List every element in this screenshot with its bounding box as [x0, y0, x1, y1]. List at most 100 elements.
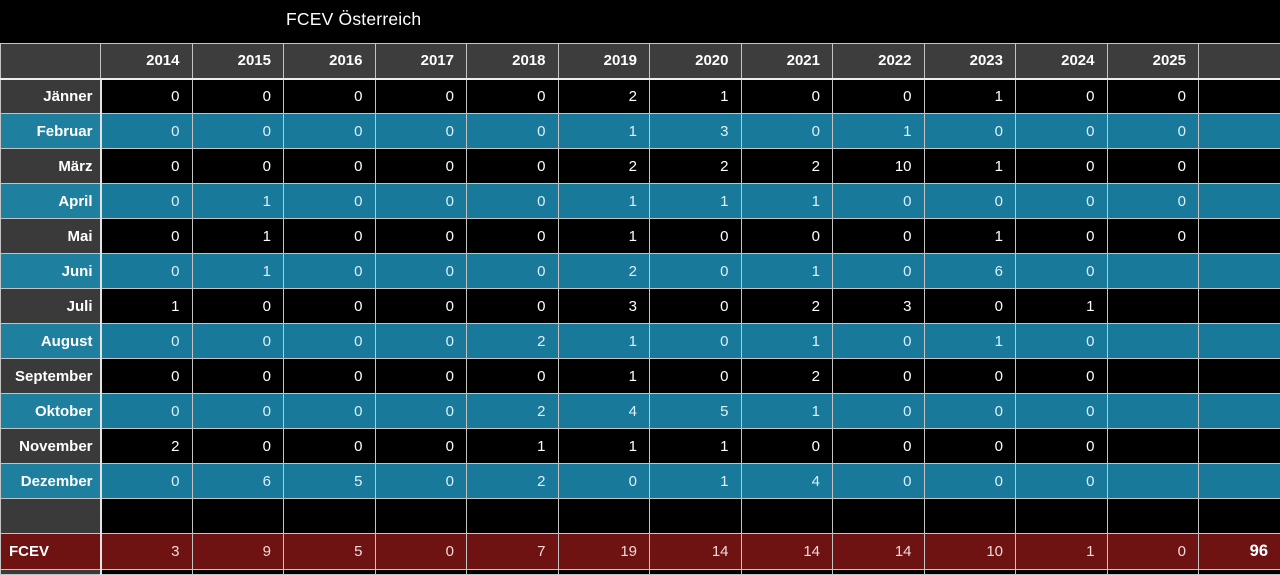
total-cell[interactable]: 9 [191, 533, 284, 570]
value-cell[interactable]: 0 [1106, 183, 1199, 219]
year-header-2022[interactable]: 2022 [832, 43, 925, 80]
value-cell[interactable]: 1 [557, 323, 650, 359]
value-cell[interactable]: 0 [191, 113, 284, 149]
value-cell[interactable]: 1 [740, 393, 833, 429]
value-cell[interactable] [1106, 463, 1199, 499]
value-cell[interactable]: 2 [100, 428, 193, 464]
value-cell[interactable]: 0 [649, 288, 742, 324]
value-cell[interactable]: 0 [100, 358, 193, 394]
month-label[interactable]: August [0, 323, 102, 359]
value-cell[interactable]: 0 [832, 428, 925, 464]
month-label[interactable]: Mai [0, 218, 102, 254]
value-cell[interactable]: 2 [740, 148, 833, 184]
value-cell[interactable]: 0 [466, 218, 559, 254]
value-cell[interactable]: 0 [374, 393, 467, 429]
value-cell[interactable]: 0 [1015, 428, 1108, 464]
empty-cell[interactable] [1198, 358, 1280, 394]
month-label[interactable]: November [0, 428, 102, 464]
value-cell[interactable]: 0 [466, 113, 559, 149]
value-cell[interactable]: 0 [740, 218, 833, 254]
value-cell[interactable]: 0 [923, 358, 1016, 394]
value-cell[interactable]: 0 [832, 253, 925, 289]
value-cell[interactable]: 0 [649, 218, 742, 254]
value-cell[interactable]: 0 [740, 428, 833, 464]
value-cell[interactable]: 2 [557, 78, 650, 114]
value-cell[interactable]: 0 [649, 323, 742, 359]
empty-cell[interactable] [1198, 288, 1280, 324]
value-cell[interactable]: 0 [1106, 148, 1199, 184]
value-cell[interactable]: 0 [191, 428, 284, 464]
value-cell[interactable]: 0 [923, 183, 1016, 219]
value-cell[interactable]: 0 [191, 393, 284, 429]
value-cell[interactable] [1106, 393, 1199, 429]
year-header-2015[interactable]: 2015 [191, 43, 284, 80]
month-label[interactable]: Juni [0, 253, 102, 289]
value-cell[interactable]: 1 [649, 428, 742, 464]
spacer-cell[interactable] [1015, 498, 1108, 534]
value-cell[interactable]: 0 [923, 463, 1016, 499]
value-cell[interactable]: 0 [374, 218, 467, 254]
value-cell[interactable]: 0 [832, 358, 925, 394]
value-cell[interactable]: 3 [832, 288, 925, 324]
total-cell[interactable]: 14 [649, 533, 742, 570]
value-cell[interactable]: 10 [832, 148, 925, 184]
value-cell[interactable]: 1 [649, 463, 742, 499]
value-cell[interactable]: 0 [283, 428, 376, 464]
value-cell[interactable]: 2 [466, 393, 559, 429]
value-cell[interactable]: 2 [466, 463, 559, 499]
value-cell[interactable]: 0 [100, 463, 193, 499]
value-cell[interactable]: 0 [100, 393, 193, 429]
value-cell[interactable]: 0 [100, 113, 193, 149]
value-cell[interactable]: 0 [191, 78, 284, 114]
value-cell[interactable]: 0 [832, 78, 925, 114]
month-label[interactable]: Februar [0, 113, 102, 149]
spacer-cell[interactable] [191, 498, 284, 534]
value-cell[interactable]: 0 [100, 183, 193, 219]
value-cell[interactable]: 0 [1015, 323, 1108, 359]
value-cell[interactable]: 5 [283, 463, 376, 499]
value-cell[interactable]: 0 [1015, 148, 1108, 184]
spacer-cell[interactable] [374, 498, 467, 534]
value-cell[interactable]: 0 [374, 463, 467, 499]
month-label[interactable]: April [0, 183, 102, 219]
value-cell[interactable]: 0 [191, 148, 284, 184]
value-cell[interactable]: 6 [923, 253, 1016, 289]
value-cell[interactable]: 0 [1015, 78, 1108, 114]
value-cell[interactable]: 0 [191, 288, 284, 324]
value-cell[interactable] [1106, 428, 1199, 464]
total-cell[interactable]: 1 [1015, 533, 1108, 570]
value-cell[interactable]: 1 [649, 78, 742, 114]
value-cell[interactable]: 0 [1015, 218, 1108, 254]
value-cell[interactable]: 0 [191, 358, 284, 394]
value-cell[interactable]: 1 [191, 218, 284, 254]
value-cell[interactable]: 0 [466, 288, 559, 324]
value-cell[interactable]: 0 [1106, 218, 1199, 254]
empty-cell[interactable] [1198, 113, 1280, 149]
empty-cell[interactable] [1198, 183, 1280, 219]
year-header-2020[interactable]: 2020 [649, 43, 742, 80]
value-cell[interactable]: 2 [557, 148, 650, 184]
spacer-cell[interactable] [923, 498, 1016, 534]
value-cell[interactable]: 0 [466, 148, 559, 184]
value-cell[interactable]: 0 [832, 463, 925, 499]
total-cell[interactable]: 3 [100, 533, 193, 570]
value-cell[interactable]: 0 [374, 428, 467, 464]
value-cell[interactable]: 0 [1015, 393, 1108, 429]
value-cell[interactable]: 0 [374, 358, 467, 394]
value-cell[interactable]: 0 [466, 253, 559, 289]
value-cell[interactable]: 1 [923, 218, 1016, 254]
value-cell[interactable]: 1 [923, 78, 1016, 114]
value-cell[interactable]: 0 [100, 78, 193, 114]
value-cell[interactable]: 0 [1106, 113, 1199, 149]
value-cell[interactable]: 0 [1015, 358, 1108, 394]
value-cell[interactable]: 0 [283, 323, 376, 359]
empty-cell[interactable] [1198, 78, 1280, 114]
value-cell[interactable]: 1 [740, 253, 833, 289]
total-cell[interactable]: 0 [374, 533, 467, 570]
month-label[interactable]: Dezember [0, 463, 102, 499]
value-cell[interactable]: 3 [557, 288, 650, 324]
value-cell[interactable]: 0 [1015, 463, 1108, 499]
value-cell[interactable] [1106, 253, 1199, 289]
value-cell[interactable]: 1 [649, 183, 742, 219]
empty-cell[interactable] [1198, 148, 1280, 184]
